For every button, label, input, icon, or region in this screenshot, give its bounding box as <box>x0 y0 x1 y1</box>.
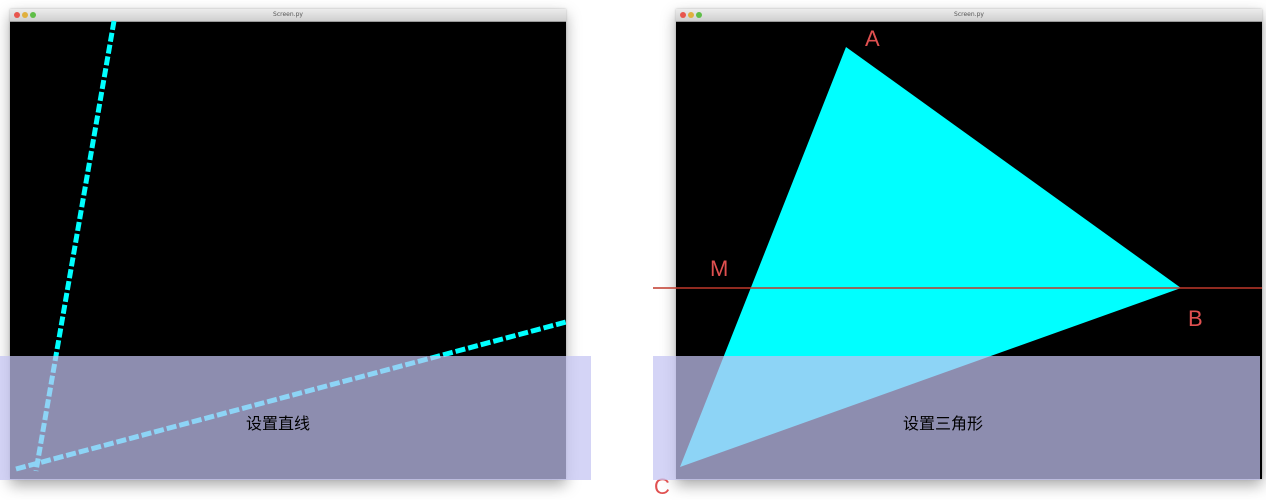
point-label-b: B <box>1188 306 1203 331</box>
minimize-button[interactable] <box>22 12 28 18</box>
right-window-titlebar: Screen.py <box>676 9 1262 22</box>
left-caption-overlay <box>0 356 591 480</box>
right-caption-overlay <box>653 356 1260 480</box>
right-caption: 设置三角形 <box>903 414 984 433</box>
zoom-button[interactable] <box>696 12 702 18</box>
left-window-titlebar: Screen.py <box>10 9 566 22</box>
point-label-m: M <box>710 256 729 281</box>
close-button[interactable] <box>680 12 686 18</box>
zoom-button[interactable] <box>30 12 36 18</box>
minimize-button[interactable] <box>688 12 694 18</box>
left-caption: 设置直线 <box>246 414 311 433</box>
close-button[interactable] <box>14 12 20 18</box>
right-window-title: Screen.py <box>954 11 984 18</box>
point-label-c: C <box>654 474 670 499</box>
point-label-a: A <box>865 26 880 51</box>
left-window-title: Screen.py <box>273 11 303 18</box>
